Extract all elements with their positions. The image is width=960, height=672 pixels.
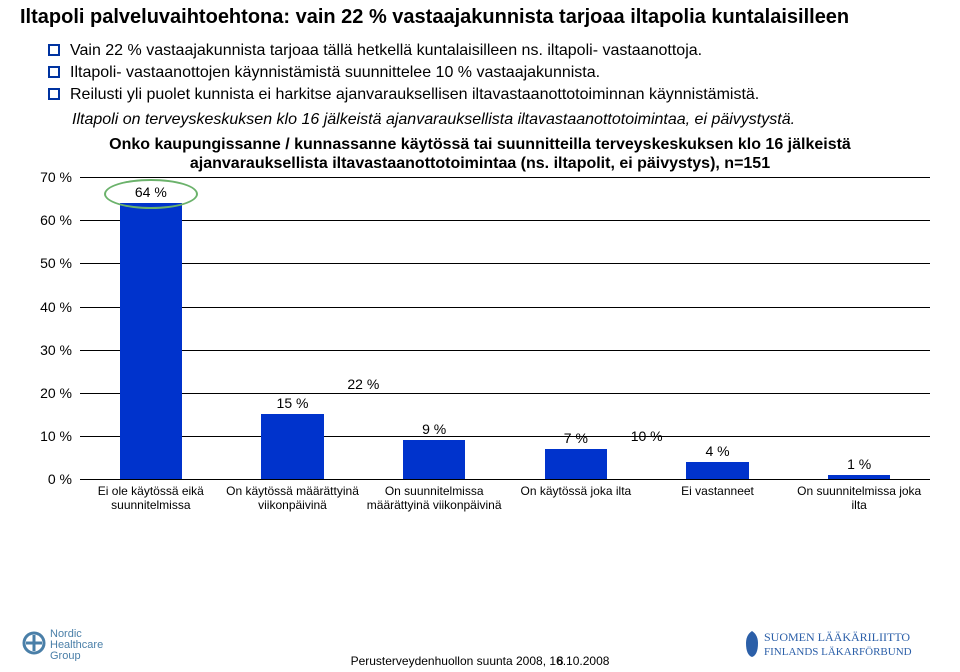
bullet-list: Vain 22 % vastaajakunnista tarjoaa tällä… [0, 37, 960, 105]
x-axis-label: Ei vastanneet [647, 481, 789, 525]
bar-value-label: 4 % [686, 443, 748, 462]
bullet-text: Reilusti yli puolet kunnista ei harkitse… [70, 85, 759, 104]
page-number: 8 [557, 654, 564, 668]
annotation-label: 22 % [347, 376, 379, 392]
bar-column: 64 % [80, 177, 222, 479]
x-axis-label: On suunnitelmissa joka ilta [788, 481, 930, 525]
bar: 15 % [261, 414, 323, 479]
page-title: Iltapoli palveluvaihtoehtona: vain 22 % … [0, 0, 960, 37]
bar: 64 % [120, 203, 182, 479]
y-axis-label: 60 % [40, 212, 80, 228]
bullet-icon [48, 88, 60, 100]
y-axis-label: 70 % [40, 169, 80, 185]
bar-value-label: 15 % [261, 395, 323, 414]
y-axis-label: 0 % [48, 471, 80, 487]
y-axis-label: 20 % [40, 385, 80, 401]
bar-value-label: 9 % [403, 421, 465, 440]
bar-column: 7 % [505, 177, 647, 479]
bar: 1 % [828, 475, 890, 479]
bar-column: 4 % [647, 177, 789, 479]
x-axis-label: Ei ole käytössä eikä suunnitelmissa [80, 481, 222, 525]
logo-right-line2: FINLANDS LÄKARFÖRBUND [764, 646, 912, 658]
bar-column: 1 % [788, 177, 930, 479]
logo-laakariliitto: SUOMEN LÄÄKÄRILIITTO FINLANDS LÄKARFÖRBU… [740, 625, 940, 666]
italic-note: Iltapoli on terveyskeskuksen klo 16 jälk… [0, 108, 960, 131]
x-axis-label: On käytössä joka ilta [505, 481, 647, 525]
highlight-ellipse [104, 179, 198, 209]
bar-value-label: 7 % [545, 430, 607, 449]
bar-column: 9 % [363, 177, 505, 479]
y-axis-label: 10 % [40, 428, 80, 444]
footer-text: Perusterveydenhuollon suunta 2008, 16.10… [351, 654, 610, 668]
grid-line [80, 479, 930, 480]
x-axis-label: On käytössä määrättyinä viikonpäivinä [222, 481, 364, 525]
logo-left-line3: Group [50, 650, 81, 661]
bar: 4 % [686, 462, 748, 479]
bullet-icon [48, 66, 60, 78]
bar-chart: 0 %10 %20 %30 %40 %50 %60 %70 %64 %15 %9… [0, 177, 960, 525]
bullet-icon [48, 44, 60, 56]
bullet-text: Vain 22 % vastaajakunnista tarjoaa tällä… [70, 41, 702, 60]
annotation-label: 10 % [631, 428, 663, 444]
bar: 9 % [403, 440, 465, 479]
y-axis-label: 40 % [40, 299, 80, 315]
bar-value-label: 1 % [828, 456, 890, 475]
y-axis-label: 50 % [40, 255, 80, 271]
logo-right-line1: SUOMEN LÄÄKÄRILIITTO [764, 630, 910, 644]
footer: Nordic Healthcare Group Perusterveydenhu… [0, 630, 960, 670]
y-axis-label: 30 % [40, 342, 80, 358]
x-axis-label: On suunnitelmissa määrättyinä viikonpäiv… [363, 481, 505, 525]
chart-title: Onko kaupungissanne / kunnassanne käytös… [0, 131, 960, 175]
logo-nordic-healthcare: Nordic Healthcare Group [20, 625, 150, 666]
bar: 7 % [545, 449, 607, 479]
bar-column: 15 % [222, 177, 364, 479]
bullet-text: Iltapoli- vastaanottojen käynnistämistä … [70, 63, 600, 82]
